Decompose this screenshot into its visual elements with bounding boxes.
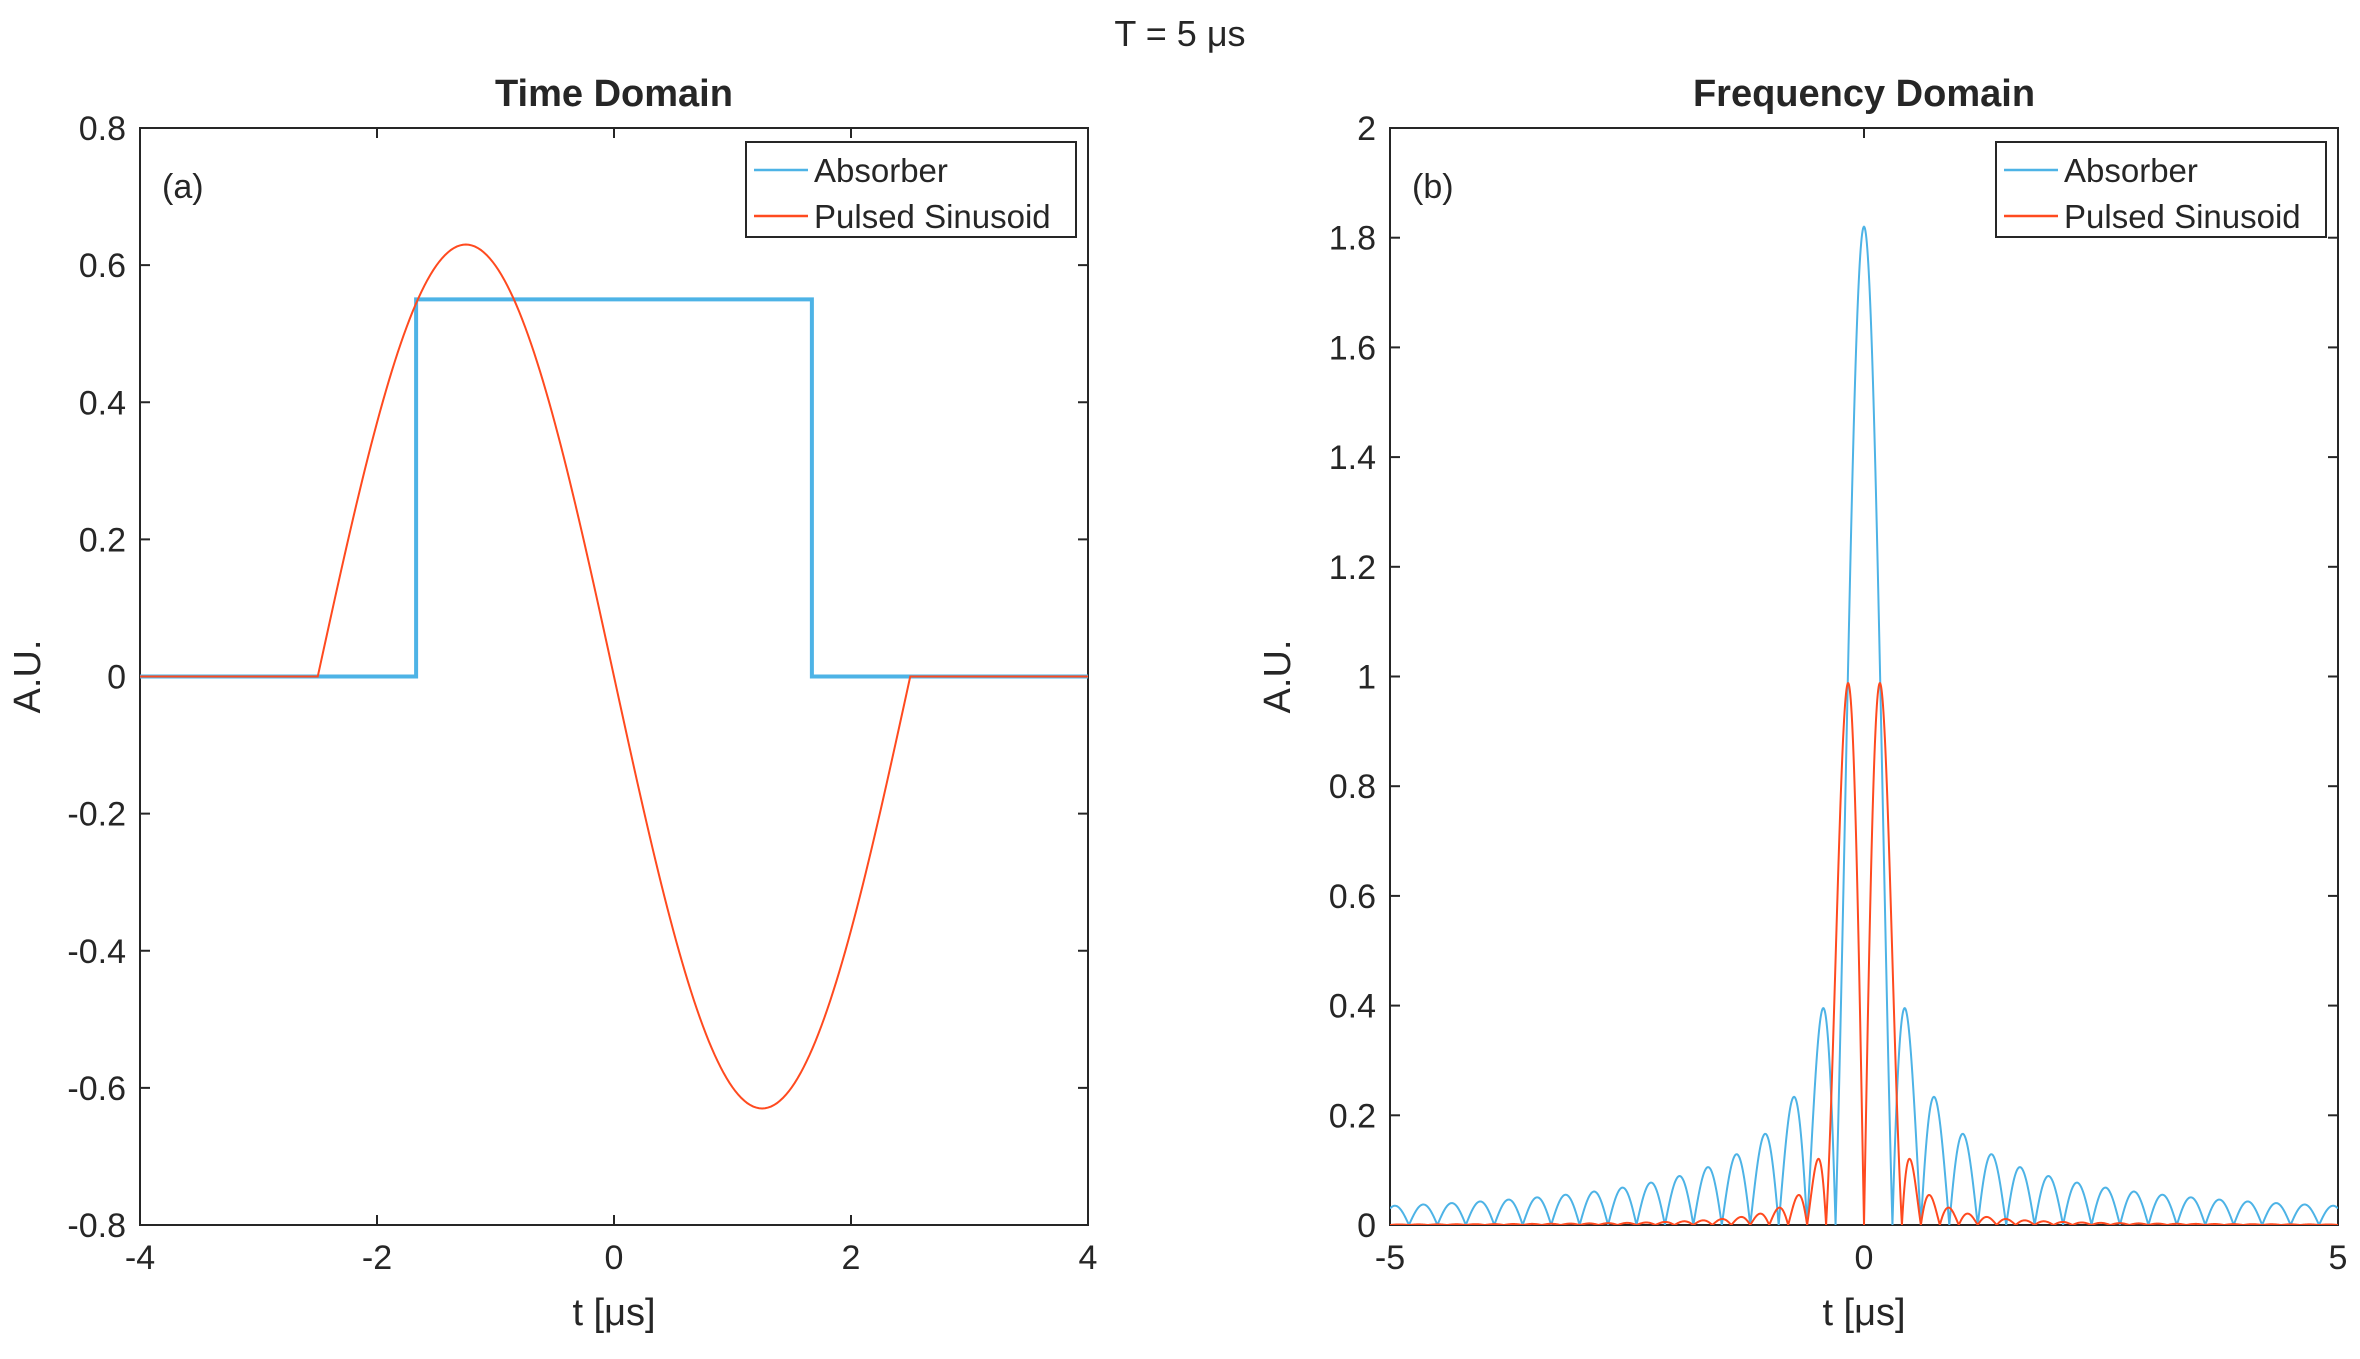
y-tick-label: -0.6	[67, 1070, 126, 1108]
y-tick-label: 0	[1357, 1207, 1376, 1245]
time-domain-title: Time Domain	[495, 73, 733, 115]
frequency-domain-title: Frequency Domain	[1693, 73, 2035, 115]
x-tick-label: 5	[2329, 1239, 2348, 1277]
time-domain-series-absorber	[140, 297, 1088, 679]
frequency-domain-panel-tag: (b)	[1412, 168, 1454, 206]
frequency-domain-series-pulsed-sinusoid	[1390, 682, 2338, 1225]
y-tick-label: 0.2	[1329, 1097, 1376, 1135]
y-tick-label: 0.4	[1329, 988, 1376, 1026]
y-tick-label: -0.2	[67, 796, 126, 834]
y-tick-label: 1.4	[1329, 439, 1376, 477]
frequency-domain-panel: -5 0 500.20.40.60.811.21.41.61.82Frequency…	[1257, 73, 2347, 1334]
y-tick-label: 0	[107, 659, 126, 697]
y-tick-label: 0.6	[79, 247, 126, 285]
x-tick-label: -4	[125, 1239, 155, 1277]
x-tick-label: 0	[1855, 1239, 1874, 1277]
x-tick-label: -5	[1375, 1239, 1405, 1277]
time-domain-x-axis-label: t [μs]	[572, 1292, 655, 1334]
time-domain-series-pulsed-sinusoid	[140, 243, 1088, 1110]
y-tick-label: 1.6	[1329, 329, 1376, 367]
figure-suptitle: T = 5 μs	[1114, 13, 1245, 54]
y-tick-label: 1	[1357, 659, 1376, 697]
legend-entry: Absorber	[2064, 152, 2198, 189]
y-tick-label: 1.2	[1329, 549, 1376, 587]
y-tick-label: 2	[1357, 110, 1376, 148]
y-tick-label: 0.6	[1329, 878, 1376, 916]
legend-entry: Absorber	[814, 152, 948, 189]
x-tick-label: 2	[842, 1239, 861, 1277]
y-tick-label: 0.8	[1329, 768, 1376, 806]
x-tick-label: 0	[605, 1239, 624, 1277]
y-tick-label: 0.4	[79, 384, 126, 422]
y-tick-label: 0.8	[79, 110, 126, 148]
frequency-domain-legend	[1995, 141, 2327, 238]
y-tick-label: 0.2	[79, 521, 126, 559]
time-domain-panel: -4 -2 0 2 4 -0.8 -0.6 -0.4 -0.2 0 0.2 0.4 0.6 0.8 Time…	[7, 73, 1097, 1334]
frequency-domain-x-axis-label: t [μs]	[1822, 1292, 1905, 1334]
x-tick-label: -2	[362, 1239, 392, 1277]
time-domain-y-axis-label: A.U.	[7, 640, 49, 714]
frequency-domain-y-axis-label: A.U.	[1257, 640, 1299, 714]
time-domain-panel-tag: (a)	[162, 168, 204, 206]
y-tick-label: -0.4	[67, 933, 126, 971]
legend-entry: Pulsed Sinusoid	[2064, 198, 2301, 235]
legend-entry: Pulsed Sinusoid	[814, 198, 1051, 235]
x-tick-label: 4	[1079, 1239, 1098, 1277]
time-domain-legend	[745, 141, 1077, 238]
y-tick-label: 1.8	[1329, 220, 1376, 258]
frequency-domain-series-absorber	[1390, 225, 2338, 1225]
frequency-domain-axes-box	[1389, 127, 2339, 1226]
y-tick-label: -0.8	[67, 1207, 126, 1245]
